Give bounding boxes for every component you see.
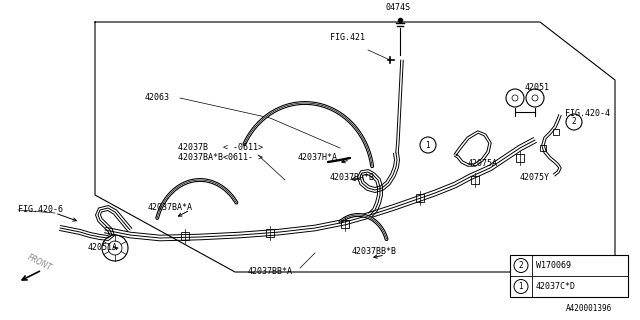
Text: 42037BA*B<0611- >: 42037BA*B<0611- >	[178, 154, 263, 163]
Bar	[510, 255, 628, 297]
Text: W170069: W170069	[536, 261, 571, 270]
Text: 42051A: 42051A	[88, 244, 118, 252]
Circle shape	[566, 114, 582, 130]
Text: 1: 1	[518, 282, 524, 291]
Circle shape	[514, 279, 528, 293]
Text: 2: 2	[518, 261, 524, 270]
Text: FIG.420-4: FIG.420-4	[565, 108, 610, 117]
Text: 2: 2	[572, 117, 577, 126]
Text: 42063: 42063	[145, 93, 170, 102]
Text: 42037BB*B: 42037BB*B	[352, 247, 397, 257]
Text: FRONT: FRONT	[26, 253, 54, 273]
Text: A420001396: A420001396	[566, 304, 612, 313]
Bar	[181, 232, 189, 240]
Bar	[266, 229, 274, 237]
Circle shape	[420, 137, 436, 153]
Text: 42037BB*A: 42037BB*A	[248, 268, 293, 276]
Text: 42075Y: 42075Y	[520, 173, 550, 182]
Text: 42037H*A: 42037H*A	[298, 154, 338, 163]
Text: 1: 1	[426, 140, 430, 149]
Text: 42037BA*A: 42037BA*A	[148, 204, 193, 212]
Bar	[516, 154, 524, 162]
Bar	[540, 145, 546, 151]
Text: 42037B   < -0611>: 42037B < -0611>	[178, 142, 263, 151]
Bar	[471, 176, 479, 184]
Text: 0474S: 0474S	[385, 4, 410, 12]
Text: FIG.421: FIG.421	[330, 33, 365, 42]
Circle shape	[514, 259, 528, 273]
Text: 42075A: 42075A	[468, 158, 498, 167]
Bar	[553, 129, 559, 135]
Bar	[341, 220, 349, 228]
Text: 42051: 42051	[525, 84, 550, 92]
Text: 42037BA*B: 42037BA*B	[330, 172, 375, 181]
Bar	[416, 194, 424, 202]
Text: 42037C*D: 42037C*D	[536, 282, 576, 291]
Text: FIG.420-6: FIG.420-6	[18, 205, 63, 214]
